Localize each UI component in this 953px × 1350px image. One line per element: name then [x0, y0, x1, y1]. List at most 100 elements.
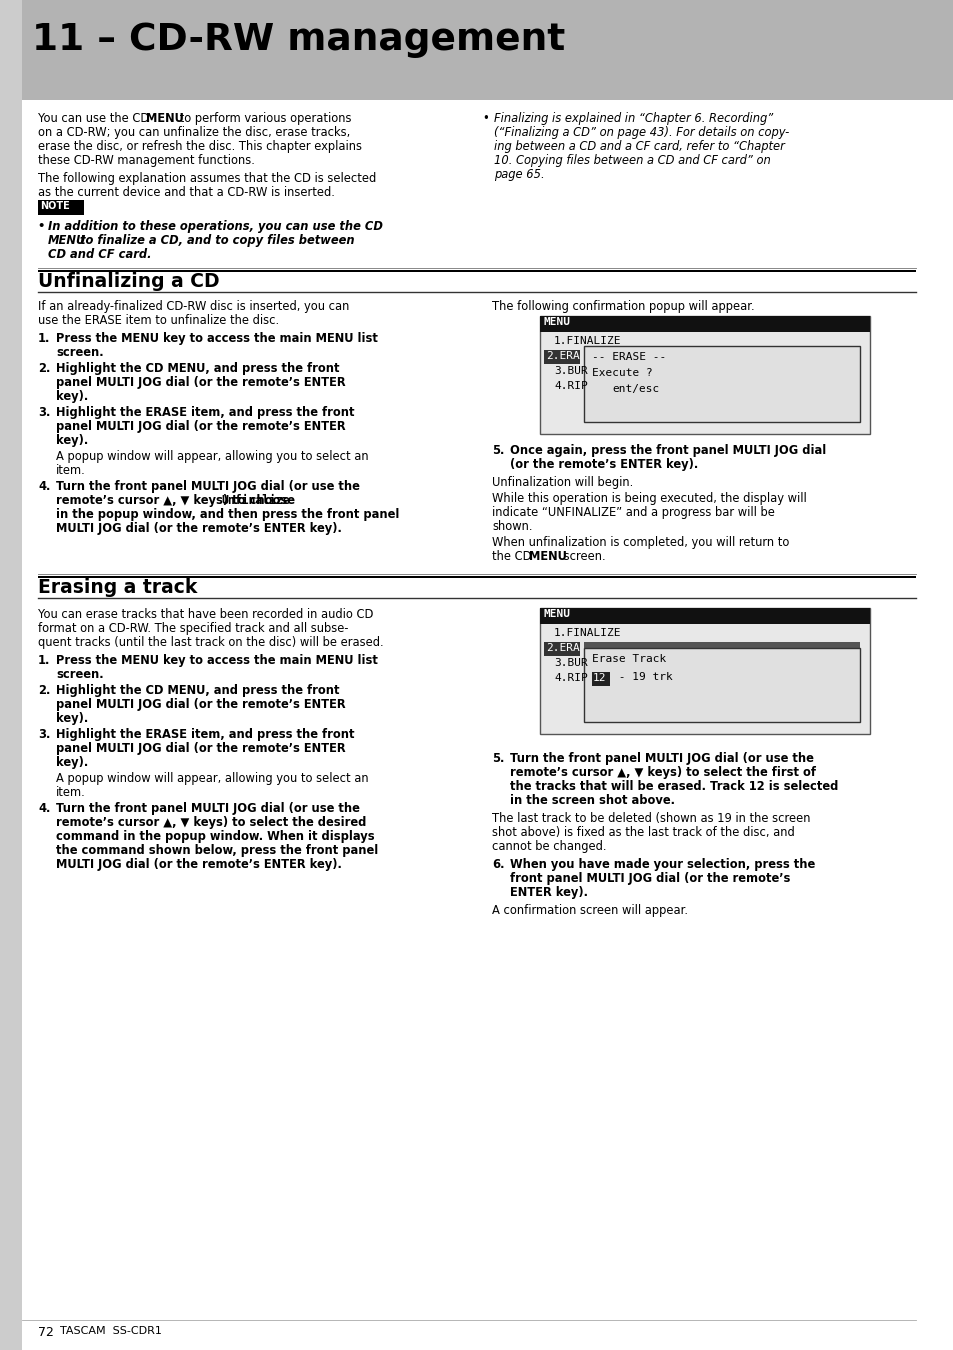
Text: key).: key). — [56, 756, 89, 770]
Text: 3.: 3. — [38, 728, 51, 741]
Text: You can erase tracks that have been recorded in audio CD: You can erase tracks that have been reco… — [38, 608, 373, 621]
Text: 5.: 5. — [492, 444, 504, 458]
Text: panel MULTI JOG dial (or the remote’s ENTER: panel MULTI JOG dial (or the remote’s EN… — [56, 420, 345, 433]
Text: MENU: MENU — [48, 234, 87, 247]
Text: the tracks that will be erased. Track 12 is selected: the tracks that will be erased. Track 12… — [510, 780, 838, 792]
Text: 1.FINALIZE: 1.FINALIZE — [554, 628, 620, 639]
Bar — [0, 0, 22, 1350]
Text: MULTI JOG dial (or the remote’s ENTER key).: MULTI JOG dial (or the remote’s ENTER ke… — [56, 522, 341, 535]
Text: panel MULTI JOG dial (or the remote’s ENTER: panel MULTI JOG dial (or the remote’s EN… — [56, 698, 345, 711]
Text: in the screen shot above.: in the screen shot above. — [510, 794, 675, 807]
Text: MULTI JOG dial (or the remote’s ENTER key).: MULTI JOG dial (or the remote’s ENTER ke… — [56, 859, 341, 871]
Text: ENTER key).: ENTER key). — [510, 886, 587, 899]
Text: to finalize a CD, and to copy files between: to finalize a CD, and to copy files betw… — [76, 234, 355, 247]
Text: 72: 72 — [38, 1326, 53, 1339]
Text: 2.ERA: 2.ERA — [545, 351, 579, 360]
Text: 1.FINALIZE: 1.FINALIZE — [554, 336, 620, 346]
Text: MENU: MENU — [543, 609, 571, 620]
Bar — [543, 643, 579, 656]
Text: ent/esc: ent/esc — [612, 383, 659, 394]
Text: cannot be changed.: cannot be changed. — [492, 840, 606, 853]
Text: 1.: 1. — [38, 332, 51, 346]
Text: A confirmation screen will appear.: A confirmation screen will appear. — [492, 904, 687, 917]
Text: panel MULTI JOG dial (or the remote’s ENTER: panel MULTI JOG dial (or the remote’s EN… — [56, 377, 345, 389]
Text: NOTE: NOTE — [40, 201, 70, 211]
Text: quent tracks (until the last track on the disc) will be erased.: quent tracks (until the last track on th… — [38, 636, 383, 649]
Text: Execute ?: Execute ? — [592, 369, 652, 378]
Text: MENU: MENU — [146, 112, 184, 126]
Text: in the popup window, and then press the front panel: in the popup window, and then press the … — [56, 508, 399, 521]
Text: item.: item. — [56, 464, 86, 477]
Text: to perform various operations: to perform various operations — [175, 112, 351, 126]
Text: 3.: 3. — [38, 406, 51, 418]
Text: A popup window will appear, allowing you to select an: A popup window will appear, allowing you… — [56, 772, 368, 784]
Text: key).: key). — [56, 711, 89, 725]
Text: While this operation is being executed, the display will: While this operation is being executed, … — [492, 491, 806, 505]
Text: erase the disc, or refresh the disc. This chapter explains: erase the disc, or refresh the disc. Thi… — [38, 140, 361, 153]
Text: Turn the front panel MULTI JOG dial (or use the: Turn the front panel MULTI JOG dial (or … — [56, 481, 359, 493]
Text: MENU: MENU — [529, 549, 566, 563]
Text: 4.: 4. — [38, 802, 51, 815]
Text: Highlight the CD MENU, and press the front: Highlight the CD MENU, and press the fro… — [56, 684, 339, 697]
Bar — [539, 316, 869, 433]
Bar — [592, 672, 609, 686]
Text: Turn the front panel MULTI JOG dial (or use the: Turn the front panel MULTI JOG dial (or … — [56, 802, 359, 815]
Text: When unfinalization is completed, you will return to: When unfinalization is completed, you wi… — [492, 536, 788, 549]
Text: Unfinalize: Unfinalize — [221, 494, 290, 508]
Text: 11 – CD-RW management: 11 – CD-RW management — [32, 22, 565, 58]
Text: 2.: 2. — [38, 684, 51, 697]
Text: A popup window will appear, allowing you to select an: A popup window will appear, allowing you… — [56, 450, 368, 463]
Bar — [0, 0, 953, 100]
Text: remote’s cursor ▲, ▼ keys) to select the first of: remote’s cursor ▲, ▼ keys) to select the… — [510, 765, 815, 779]
Text: ing between a CD and a CF card, refer to “Chapter: ing between a CD and a CF card, refer to… — [494, 140, 784, 153]
Text: page 65.: page 65. — [494, 167, 544, 181]
Text: Finalizing is explained in “Chapter 6. Recording”: Finalizing is explained in “Chapter 6. R… — [494, 112, 773, 126]
Text: these CD-RW management functions.: these CD-RW management functions. — [38, 154, 254, 167]
Text: item.: item. — [56, 786, 86, 799]
Text: screen.: screen. — [56, 346, 104, 359]
Text: format on a CD-RW. The specified track and all subse-: format on a CD-RW. The specified track a… — [38, 622, 348, 634]
Text: front panel MULTI JOG dial (or the remote’s: front panel MULTI JOG dial (or the remot… — [510, 872, 789, 886]
Text: •: • — [38, 220, 50, 234]
Text: shown.: shown. — [492, 520, 532, 533]
Text: 2.: 2. — [38, 362, 51, 375]
Text: •: • — [481, 112, 488, 126]
Text: (“Finalizing a CD” on page 43). For details on copy-: (“Finalizing a CD” on page 43). For deta… — [494, 126, 788, 139]
Text: CD and CF card.: CD and CF card. — [48, 248, 152, 261]
Text: indicate “UNFINALIZE” and a progress bar will be: indicate “UNFINALIZE” and a progress bar… — [492, 506, 774, 518]
Text: 3.BUR: 3.BUR — [554, 366, 587, 377]
Text: use the ERASE item to unfinalize the disc.: use the ERASE item to unfinalize the dis… — [38, 315, 279, 327]
Text: Unfinalization will begin.: Unfinalization will begin. — [492, 477, 633, 489]
Text: panel MULTI JOG dial (or the remote’s ENTER: panel MULTI JOG dial (or the remote’s EN… — [56, 743, 345, 755]
Text: (or the remote’s ENTER key).: (or the remote’s ENTER key). — [510, 458, 698, 471]
Text: 1.: 1. — [38, 653, 51, 667]
Text: You can use the CD: You can use the CD — [38, 112, 152, 126]
Text: Press the MENU key to access the main MENU list: Press the MENU key to access the main ME… — [56, 653, 377, 667]
Text: shot above) is fixed as the last track of the disc, and: shot above) is fixed as the last track o… — [492, 826, 794, 838]
Text: as the current device and that a CD-RW is inserted.: as the current device and that a CD-RW i… — [38, 186, 335, 198]
Text: 2.ERA: 2.ERA — [545, 643, 579, 653]
Text: on a CD-RW; you can unfinalize the disc, erase tracks,: on a CD-RW; you can unfinalize the disc,… — [38, 126, 350, 139]
Bar — [38, 200, 84, 215]
Text: Once again, press the front panel MULTI JOG dial: Once again, press the front panel MULTI … — [510, 444, 825, 458]
Text: key).: key). — [56, 433, 89, 447]
Text: 6.: 6. — [492, 859, 504, 871]
Text: 10. Copying files between a CD and CF card” on: 10. Copying files between a CD and CF ca… — [494, 154, 770, 167]
Text: 4.RIP: 4.RIP — [554, 381, 587, 392]
Bar — [539, 608, 869, 624]
Text: 4.RIP: 4.RIP — [554, 674, 587, 683]
Text: 4.: 4. — [38, 481, 51, 493]
Text: In addition to these operations, you can use the CD: In addition to these operations, you can… — [48, 220, 382, 234]
Text: MENU: MENU — [543, 317, 571, 327]
Text: screen.: screen. — [56, 668, 104, 680]
Text: -- ERASE --: -- ERASE -- — [592, 352, 665, 362]
Text: key).: key). — [56, 390, 89, 404]
Text: 12: 12 — [593, 674, 606, 683]
Text: Erase Track: Erase Track — [592, 653, 665, 664]
Bar — [583, 346, 859, 423]
Bar — [539, 608, 869, 734]
Text: screen.: screen. — [559, 549, 605, 563]
Text: remote’s cursor ▲, ▼ keys) to choose: remote’s cursor ▲, ▼ keys) to choose — [56, 494, 298, 508]
Text: Highlight the ERASE item, and press the front: Highlight the ERASE item, and press the … — [56, 728, 355, 741]
Text: If an already-finalized CD-RW disc is inserted, you can: If an already-finalized CD-RW disc is in… — [38, 300, 349, 313]
